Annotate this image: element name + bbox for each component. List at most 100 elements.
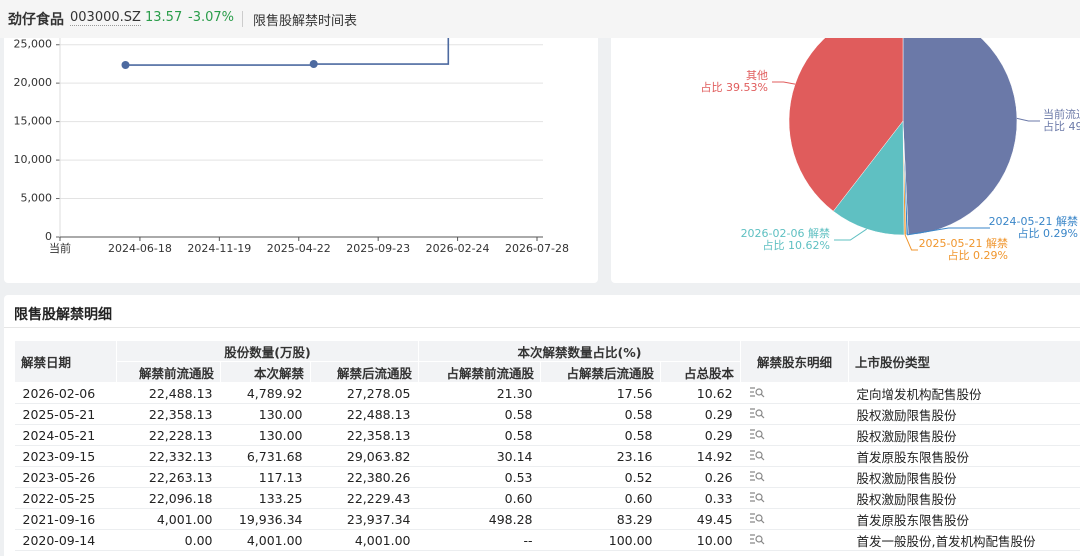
detail-icon[interactable] — [749, 428, 765, 440]
type-cell: 股权激励限售股份 — [848, 487, 1080, 509]
pie-slice — [902, 28, 1018, 236]
number-cell: 14.92 — [660, 445, 741, 467]
y-tick-label: 15,000 — [14, 115, 53, 128]
number-cell: 0.26 — [660, 466, 741, 488]
date-cell: 2023-05-26 — [14, 466, 117, 488]
detail-cell — [740, 382, 849, 404]
data-table: 解禁日期 股份数量(万股) 本次解禁数量占比(%) 解禁股东明细 上市股份类型 解禁前流通… — [14, 340, 1080, 551]
number-cell: 117.13 — [220, 466, 311, 488]
detail-icon[interactable] — [749, 386, 765, 398]
number-cell: 22,358.13 — [116, 403, 221, 425]
slice-value-label: 占比 49.27% — [1043, 119, 1080, 133]
number-cell: 4,001.00 — [220, 529, 311, 551]
column-header: 占解禁后流通股 — [540, 361, 662, 383]
number-cell: 0.33 — [660, 487, 741, 509]
x-tick-label: 2026-02-24 — [426, 242, 490, 255]
detail-cell — [740, 403, 849, 425]
date-cell: 2025-05-21 — [14, 403, 117, 425]
slice-value-label: 占比 0.29% — [1018, 226, 1078, 240]
header-row: 解禁前流通股 本次解禁 解禁后流通股 占解禁前流通股 占解禁后流通股 占总股本 — [15, 361, 1080, 383]
number-cell: 0.52 — [540, 466, 661, 488]
detail-icon[interactable] — [749, 512, 765, 524]
number-cell: 22,332.13 — [116, 445, 221, 467]
number-cell: 23,937.34 — [310, 508, 419, 530]
leader-line — [834, 228, 867, 241]
type-cell: 首发一般股份,首发机构配售股份 — [848, 529, 1080, 551]
group-header: 本次解禁数量占比(%) — [418, 340, 742, 362]
header-row: 解禁日期 股份数量(万股) 本次解禁数量占比(%) 解禁股东明细 上市股份类型 — [14, 340, 1080, 383]
slice-label: 2025-05-21 解禁 — [919, 236, 1008, 250]
detail-icon[interactable] — [749, 533, 765, 545]
plot — [121, 38, 450, 70]
detail-icon[interactable] — [749, 491, 765, 503]
table-row: 2026-02-06 22,488.13 4,789.92 27,278.05 21.3… — [14, 382, 1080, 404]
divider — [4, 327, 1080, 328]
slice-value-label: 占比 0.29% — [948, 248, 1008, 262]
table-row: 2021-09-16 4,001.00 19,936.34 23,937.34 498.… — [14, 508, 1080, 530]
number-cell: 10.00 — [660, 529, 741, 551]
price: 13.57 — [145, 10, 183, 25]
x-tick-label: 当前 — [49, 241, 71, 255]
line-chart: 0 5,000 10,000 15,000 20,000 25,000 当前 2024-06-… — [14, 38, 569, 255]
number-cell: 27,278.05 — [310, 382, 419, 404]
detail-icon[interactable] — [749, 407, 765, 419]
tab-title[interactable]: 限售股解禁时间表 — [253, 14, 358, 29]
type-cell: 定向增发机构配售股份 — [848, 382, 1080, 404]
detail-icon[interactable] — [749, 449, 765, 461]
number-cell: 100.00 — [540, 529, 661, 551]
point — [121, 61, 130, 70]
leader-line — [772, 81, 796, 85]
type-cell: 股权激励限售股份 — [848, 403, 1080, 425]
table-panel: 限售股解禁明细 解禁日期 股份数量(万股) 本次解禁数量占比(%) 解禁股东明细 上市股… — [4, 295, 1080, 556]
pie-slice — [832, 120, 905, 236]
number-cell: 22,096.18 — [116, 487, 221, 509]
date-cell: 2021-09-16 — [14, 508, 117, 530]
number-cell: 0.58 — [540, 403, 661, 425]
detail-cell — [740, 466, 849, 488]
number-cell: 6,731.68 — [220, 445, 311, 467]
x-tick-label: 2025-04-22 — [267, 242, 331, 255]
column-header: 本次解禁 — [220, 361, 311, 383]
number-cell: 4,001.00 — [116, 508, 221, 530]
pie-slice — [788, 28, 904, 212]
change: -3.07% — [188, 10, 234, 25]
stock-code[interactable]: 003000.SZ — [70, 10, 141, 26]
number-cell: 0.00 — [116, 529, 221, 551]
number-cell: 0.58 — [540, 424, 661, 446]
slice-label: 2026-02-06 解禁 — [741, 226, 830, 240]
table-head: 解禁日期 股份数量(万股) 本次解禁数量占比(%) 解禁股东明细 上市股份类型 解禁前流通… — [14, 340, 1080, 383]
table-row: 2023-09-15 22,332.13 6,731.68 29,063.82 30.1… — [14, 445, 1080, 467]
number-cell: 130.00 — [220, 424, 311, 446]
y-tick-label: 20,000 — [14, 76, 53, 89]
type-cell: 股权激励限售股份 — [848, 466, 1080, 488]
column-header: 解禁后流通股 — [309, 361, 420, 383]
table-title: 限售股解禁明细 — [14, 307, 112, 323]
date-cell: 2022-05-25 — [14, 487, 117, 509]
date-cell: 2023-09-15 — [14, 445, 117, 467]
y-tick-label: 10,000 — [14, 153, 53, 166]
detail-cell — [740, 487, 849, 509]
number-cell: 23.16 — [540, 445, 661, 467]
number-cell: 0.58 — [418, 403, 541, 425]
number-cell: 21.30 — [418, 382, 541, 404]
y-tick-label: 5,000 — [21, 192, 53, 205]
type-cell: 首发原股东限售股份 — [848, 508, 1080, 530]
type-cell: 股权激励限售股份 — [848, 424, 1080, 446]
number-cell: 0.29 — [660, 424, 741, 446]
leader-line — [1016, 117, 1040, 122]
slice-label: 其他 — [746, 69, 768, 82]
number-cell: 0.29 — [660, 403, 741, 425]
detail-icon[interactable] — [749, 470, 765, 482]
table-row: 2024-05-21 22,228.13 130.00 22,358.13 0.58 0.… — [14, 424, 1080, 446]
type-cell: 首发原股东限售股份 — [848, 445, 1080, 467]
point — [309, 60, 318, 69]
detail-cell — [740, 424, 849, 446]
number-cell: 22,380.26 — [310, 466, 419, 488]
number-cell: 0.60 — [540, 487, 661, 509]
stock-name: 劲仔食品 — [8, 12, 64, 28]
group-header: 股份数量(万股) — [115, 340, 420, 362]
line-panel: 0 5,000 10,000 15,000 20,000 25,000 当前 2024-06-… — [4, 28, 598, 283]
number-cell: 498.28 — [418, 508, 541, 530]
number-cell: 49.45 — [660, 508, 741, 530]
